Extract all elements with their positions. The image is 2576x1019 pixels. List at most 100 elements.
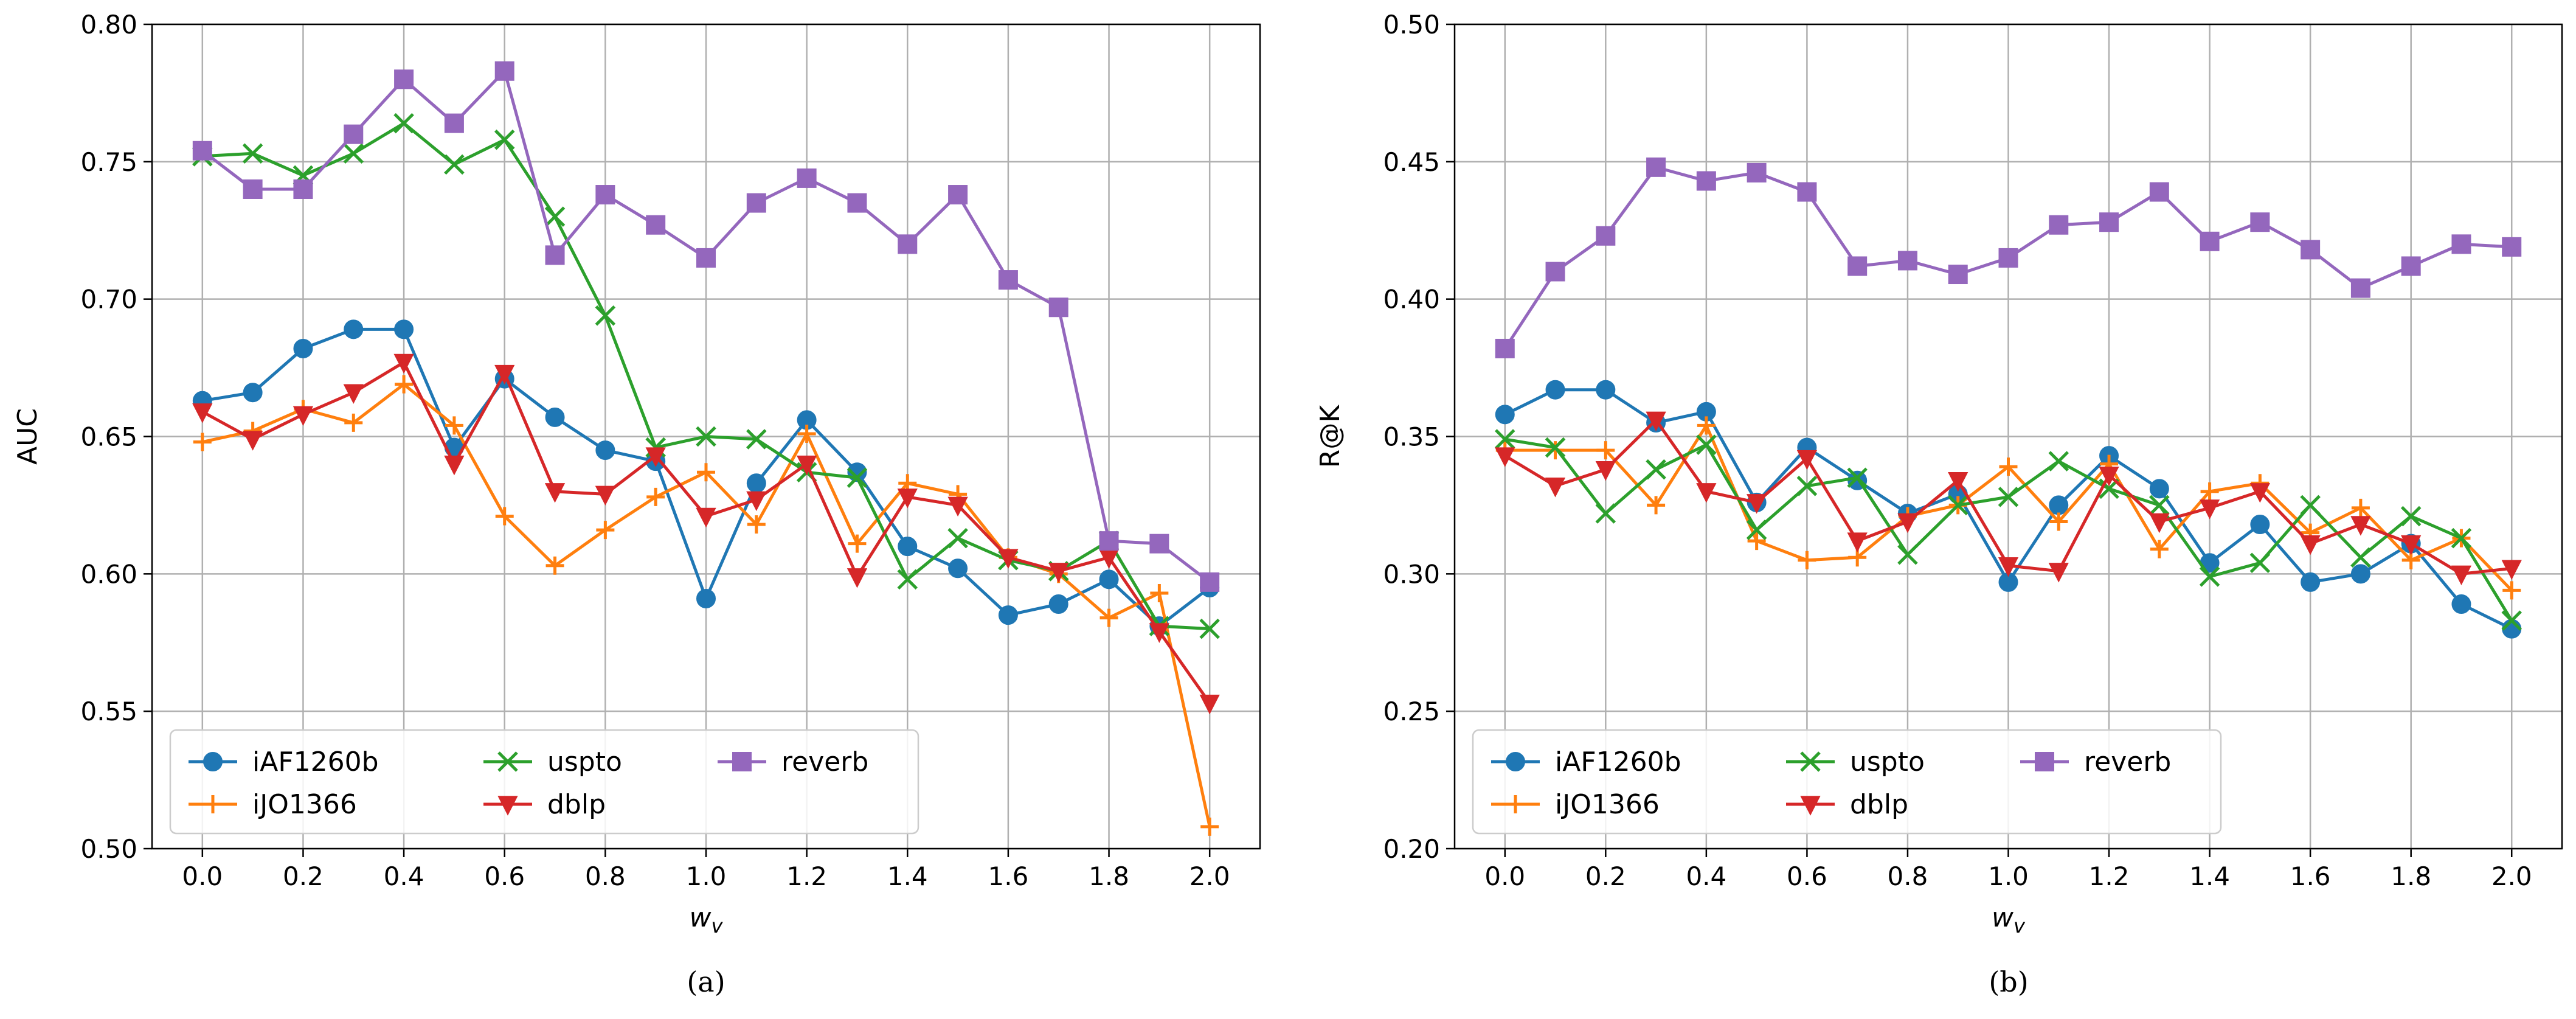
data-point-iAF1260b bbox=[1545, 380, 1565, 400]
y-tick-label: 0.30 bbox=[1383, 559, 1440, 589]
data-point-dblp bbox=[696, 507, 716, 528]
data-point-dblp bbox=[1746, 494, 1767, 514]
data-point-uspto bbox=[494, 129, 515, 150]
data-point-dblp bbox=[947, 496, 968, 517]
x-axis-title: wv bbox=[690, 902, 724, 937]
data-point-dblp bbox=[847, 568, 868, 588]
data-point-dblp bbox=[1696, 483, 1717, 503]
data-point-reverb bbox=[646, 215, 666, 235]
data-point-dblp bbox=[998, 549, 1019, 569]
data-point-reverb bbox=[545, 245, 565, 265]
data-point-iJO1366 bbox=[1747, 532, 1766, 551]
data-point-iAF1260b bbox=[1596, 380, 1616, 400]
legend: iAF1260b iJO1366 uspto dblp reverb bbox=[1472, 729, 2222, 835]
legend-label: iJO1366 bbox=[1555, 789, 1660, 820]
data-point-iAF1260b bbox=[1099, 569, 1119, 589]
data-point-dblp bbox=[2199, 499, 2220, 520]
data-point-reverb bbox=[1200, 572, 1220, 592]
data-point-iJO1366 bbox=[2351, 498, 2370, 517]
data-point-dblp bbox=[2048, 563, 2069, 583]
x-tick-label: 0.4 bbox=[1686, 861, 1726, 891]
data-point-uspto bbox=[1897, 544, 1918, 565]
data-point-dblp bbox=[2501, 560, 2522, 580]
data-point-reverb bbox=[1897, 251, 1917, 271]
data-point-dblp bbox=[293, 406, 314, 426]
data-point-iJO1366 bbox=[2200, 482, 2219, 501]
data-point-iAF1260b bbox=[746, 473, 766, 493]
data-point-reverb bbox=[1048, 297, 1068, 318]
data-point-dblp bbox=[544, 483, 566, 503]
data-point-dblp bbox=[242, 431, 263, 451]
data-point-iJO1366 bbox=[495, 507, 514, 526]
data-point-reverb bbox=[1847, 256, 1868, 276]
data-point-iAF1260b bbox=[2451, 594, 2471, 614]
data-point-dblp bbox=[393, 353, 414, 374]
data-point-reverb bbox=[1545, 262, 1565, 282]
data-point-dblp bbox=[2249, 483, 2271, 503]
x-tick-label: 1.8 bbox=[2391, 861, 2431, 891]
y-tick-label: 0.50 bbox=[1383, 10, 1440, 40]
data-point-reverb bbox=[2200, 231, 2220, 251]
legend-label: reverb bbox=[2084, 746, 2171, 777]
legend-box bbox=[169, 729, 919, 835]
panel-caption: (b) bbox=[1989, 965, 2028, 998]
panel-caption: (a) bbox=[687, 965, 725, 998]
data-point-dblp bbox=[1646, 411, 1666, 432]
data-point-reverb bbox=[2502, 237, 2522, 257]
legend-box bbox=[1472, 729, 2222, 835]
data-point-iAF1260b bbox=[2250, 515, 2270, 535]
legend-label: dblp bbox=[547, 789, 606, 820]
data-point-reverb bbox=[998, 270, 1018, 290]
legend-entry-iAF1260b: iAF1260b bbox=[189, 746, 379, 777]
data-point-reverb bbox=[2049, 215, 2069, 235]
data-point-dblp bbox=[2401, 535, 2422, 555]
legend-marker bbox=[1506, 795, 1525, 813]
data-point-uspto bbox=[393, 113, 414, 134]
chart-panel-a: 0.0 0.2 0.4 0.6 0.8 1.0 1.2 1.4 1.6 1.8 2.0 0.50 0.5… bbox=[12, 10, 1261, 998]
x-tick-label: 1.6 bbox=[988, 861, 1029, 891]
x-tick-label: 0.0 bbox=[1484, 861, 1525, 891]
data-point-uspto bbox=[2199, 566, 2220, 587]
legend-marker bbox=[1800, 796, 1821, 816]
data-point-iJO1366 bbox=[646, 487, 665, 506]
data-point-dblp bbox=[192, 403, 213, 423]
x-tick-label: 0.8 bbox=[585, 861, 626, 891]
data-point-reverb bbox=[1646, 157, 1666, 177]
legend-label: reverb bbox=[781, 746, 868, 777]
y-tick-label: 0.45 bbox=[1383, 147, 1440, 177]
data-point-iAF1260b bbox=[1048, 594, 1068, 614]
data-point-dblp bbox=[1897, 513, 1918, 534]
data-point-uspto bbox=[1495, 429, 1515, 450]
data-point-reverb bbox=[2149, 182, 2169, 202]
legend-entry-iJO1366: iJO1366 bbox=[189, 789, 357, 820]
data-point-reverb bbox=[1149, 534, 1169, 554]
data-point-uspto bbox=[1947, 495, 1968, 516]
data-point-reverb bbox=[2099, 212, 2119, 232]
data-point-dblp bbox=[2451, 565, 2472, 586]
data-point-iJO1366 bbox=[445, 416, 463, 435]
data-point-dblp bbox=[1998, 557, 2019, 577]
x-tick-label: 1.4 bbox=[2189, 861, 2230, 891]
data-point-dblp bbox=[1199, 694, 1220, 715]
data-point-uspto bbox=[2400, 506, 2422, 527]
data-point-uspto bbox=[1998, 487, 2019, 507]
data-point-dblp bbox=[1048, 563, 1069, 583]
plot-frame bbox=[1453, 23, 2563, 850]
legend-marker bbox=[1506, 752, 1525, 771]
data-point-iJO1366 bbox=[1798, 551, 1816, 569]
data-point-iJO1366 bbox=[747, 515, 766, 534]
legend-label: iJO1366 bbox=[252, 789, 357, 820]
x-tick-label: 0.4 bbox=[384, 861, 424, 891]
data-point-dblp bbox=[2300, 535, 2321, 555]
x-tick-label: 0.2 bbox=[283, 861, 324, 891]
y-tick-label: 0.25 bbox=[1383, 697, 1440, 726]
x-tick-label: 1.2 bbox=[786, 861, 827, 891]
data-point-uspto bbox=[2149, 495, 2170, 516]
y-tick-label: 0.40 bbox=[1383, 285, 1440, 315]
data-point-iJO1366 bbox=[1647, 496, 1666, 515]
x-tick-label: 1.6 bbox=[2290, 861, 2331, 891]
data-point-dblp bbox=[494, 364, 515, 385]
data-point-iAF1260b bbox=[696, 588, 716, 608]
data-point-uspto bbox=[1847, 467, 1868, 489]
data-point-iAF1260b bbox=[2301, 572, 2321, 592]
